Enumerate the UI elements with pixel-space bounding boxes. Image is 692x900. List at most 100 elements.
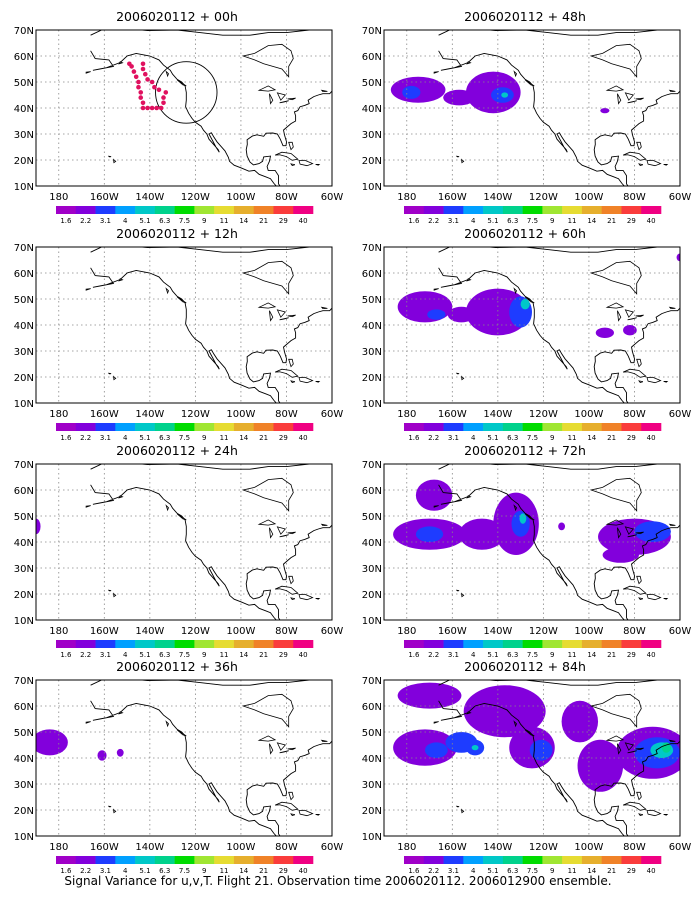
colorbar-swatch bbox=[273, 856, 294, 864]
colorbar-swatch bbox=[581, 206, 602, 214]
coastline-feature bbox=[461, 592, 465, 598]
coastline-feature bbox=[298, 809, 314, 817]
panel-frame bbox=[383, 246, 681, 404]
coastline-feature bbox=[624, 742, 635, 751]
coastline-feature bbox=[279, 534, 289, 538]
variance-contour bbox=[393, 729, 457, 766]
coastline-feature bbox=[176, 513, 187, 521]
colorbar-label: 11 bbox=[220, 867, 229, 875]
colorbar-swatch bbox=[194, 206, 215, 214]
colorbar-swatch bbox=[293, 423, 314, 431]
colorbar-label: 1.6 bbox=[60, 867, 72, 875]
coastline-feature bbox=[461, 158, 465, 164]
colorbar-label: 11 bbox=[220, 217, 229, 225]
colorbar-label: 4 bbox=[471, 434, 476, 442]
colorbar-swatch bbox=[115, 640, 136, 648]
y-tick-label: 70N bbox=[362, 243, 382, 254]
y-tick-label: 50N bbox=[362, 295, 382, 306]
colorbar-label: 2.2 bbox=[80, 651, 91, 659]
colorbar-label: 1.6 bbox=[60, 217, 72, 225]
colorbar-swatch bbox=[601, 640, 622, 648]
coastline-feature bbox=[279, 317, 289, 321]
variance-contour bbox=[116, 748, 124, 757]
coastline-feature bbox=[617, 527, 622, 539]
coastline-feature bbox=[622, 151, 647, 161]
coastline-feature bbox=[433, 288, 439, 291]
coastline-feature bbox=[589, 43, 642, 78]
coastline-feature bbox=[635, 531, 644, 535]
coastline-feature bbox=[315, 814, 321, 816]
x-tick-label: 140W bbox=[483, 192, 512, 203]
x-tick-label: 100W bbox=[574, 409, 603, 420]
colorbar-swatch bbox=[214, 423, 235, 431]
y-tick-label: 50N bbox=[362, 78, 382, 89]
coastline-feature bbox=[118, 711, 124, 715]
coastline-feature bbox=[461, 808, 465, 814]
colorbar-swatch bbox=[56, 640, 77, 648]
x-tick-label: 80W bbox=[275, 409, 298, 420]
observation-point bbox=[163, 90, 169, 95]
coastline bbox=[90, 680, 332, 836]
coastline-feature bbox=[257, 519, 277, 526]
coastline-feature bbox=[274, 585, 299, 595]
colorbar-label: 21 bbox=[259, 651, 268, 659]
coastline-feature bbox=[257, 735, 277, 742]
colorbar-swatch bbox=[463, 423, 484, 431]
coastline-feature bbox=[638, 163, 644, 166]
colorbar-label: 1.6 bbox=[60, 434, 72, 442]
x-tick-label: 80W bbox=[623, 409, 646, 420]
y-tick-label: 30N bbox=[362, 564, 382, 575]
coastline-feature bbox=[290, 380, 296, 383]
x-tick-label: 180 bbox=[397, 626, 416, 637]
colorbar-label: 7.5 bbox=[179, 217, 190, 225]
colorbar-label: 14 bbox=[239, 217, 248, 225]
coastline-feature bbox=[513, 287, 517, 295]
panel-frame bbox=[383, 463, 681, 621]
colorbar-label: 6.3 bbox=[159, 651, 170, 659]
x-tick-label: 60W bbox=[321, 192, 344, 203]
colorbar-swatch bbox=[502, 856, 523, 864]
variance-contour bbox=[520, 299, 530, 310]
coastline-feature bbox=[287, 314, 296, 318]
coastline bbox=[438, 30, 680, 186]
y-tick-label: 60N bbox=[362, 52, 382, 63]
variance-contour bbox=[471, 745, 479, 751]
x-tick-label: 60W bbox=[669, 842, 692, 853]
colorbar-swatch bbox=[95, 206, 116, 214]
coastline-feature bbox=[589, 260, 642, 295]
observation-point bbox=[136, 84, 141, 90]
colorbar-swatch bbox=[75, 206, 96, 214]
colorbar-swatch bbox=[542, 856, 563, 864]
coastline-feature bbox=[113, 592, 117, 598]
x-tick-label: 80W bbox=[275, 626, 298, 637]
variance-contour bbox=[415, 479, 453, 511]
y-tick-label: 40N bbox=[14, 104, 34, 115]
x-tick-label: 180 bbox=[49, 192, 68, 203]
y-tick-label: 20N bbox=[14, 156, 34, 167]
x-tick-label: 80W bbox=[623, 192, 646, 203]
x-tick-label: 120W bbox=[529, 626, 558, 637]
coastline bbox=[438, 464, 680, 620]
x-tick-label: 180 bbox=[49, 409, 68, 420]
colorbar-label: 4 bbox=[123, 651, 128, 659]
coastline-feature bbox=[627, 100, 637, 104]
coastline-feature bbox=[513, 70, 517, 78]
observation-point bbox=[149, 105, 155, 111]
coastline-feature bbox=[276, 309, 287, 318]
coastline-feature bbox=[276, 526, 287, 535]
variance-contour bbox=[397, 682, 462, 709]
colorbar-swatch bbox=[621, 640, 642, 648]
colorbar-swatch bbox=[56, 423, 77, 431]
y-tick-label: 20N bbox=[362, 373, 382, 384]
x-tick-label: 120W bbox=[181, 842, 210, 853]
coastline-feature bbox=[466, 495, 472, 499]
colorbar-label: 6.3 bbox=[507, 434, 518, 442]
coastline-feature bbox=[320, 739, 328, 743]
observation-point bbox=[149, 79, 155, 85]
range-ring bbox=[155, 61, 218, 124]
colorbar-swatch bbox=[601, 856, 622, 864]
colorbar-label: 11 bbox=[568, 217, 577, 225]
colorbar-label: 40 bbox=[647, 217, 656, 225]
colorbar-label: 11 bbox=[220, 434, 229, 442]
coastline-feature bbox=[638, 597, 644, 600]
